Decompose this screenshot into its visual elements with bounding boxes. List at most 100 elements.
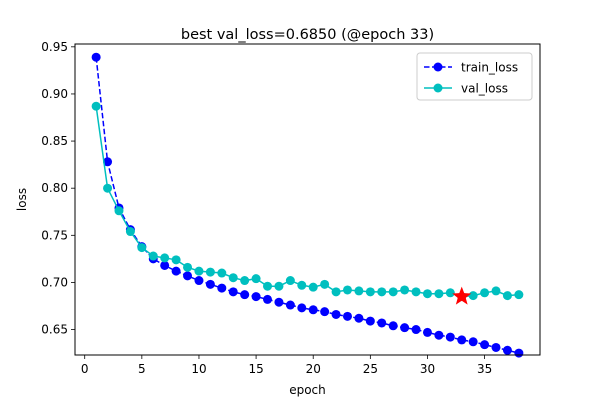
legend-entry-val_loss: val_loss	[424, 82, 508, 96]
y-tick-label: 0.80	[41, 181, 68, 195]
point-train_loss-11	[205, 279, 215, 289]
point-val_loss-28	[400, 285, 410, 295]
x-tick-label: 30	[420, 362, 435, 376]
legend: train_loss val_loss	[416, 52, 533, 101]
x-tick-label: 5	[138, 362, 146, 376]
y-axis: 0.65 0.70 0.75 0.80 0.85 0.90 0.95	[41, 40, 75, 337]
x-tick-label: 10	[191, 362, 206, 376]
point-train_loss-19	[297, 303, 307, 313]
point-val_loss-4	[125, 227, 135, 237]
best-epoch-star-marker	[452, 286, 472, 305]
y-tick-label: 0.70	[41, 275, 68, 289]
point-train_loss-9	[183, 271, 193, 281]
point-val_loss-20	[308, 282, 318, 292]
point-train_loss-31	[434, 330, 444, 340]
point-train_loss-24	[354, 313, 364, 323]
x-axis: 0 5 10 15 20 25 30 35	[81, 355, 492, 376]
x-tick-label: 20	[306, 362, 321, 376]
point-val_loss-9	[183, 262, 193, 272]
point-train_loss-14	[240, 290, 250, 300]
legend-marker	[433, 62, 443, 72]
point-val_loss-22	[331, 287, 341, 297]
point-train_loss-20	[308, 305, 318, 315]
point-val_loss-16	[263, 281, 273, 291]
point-train_loss-13	[228, 287, 238, 297]
point-train_loss-23	[342, 311, 352, 321]
point-train_loss-15	[251, 292, 261, 302]
point-val_loss-5	[137, 243, 147, 253]
point-train_loss-18	[285, 300, 295, 310]
point-val_loss-36	[491, 286, 501, 296]
y-tick-label: 0.90	[41, 87, 68, 101]
point-val_loss-25	[365, 287, 375, 297]
point-val_loss-3	[114, 206, 124, 216]
point-train_loss-25	[365, 316, 375, 326]
legend-entry-train_loss: train_loss	[424, 61, 518, 75]
point-train_loss-37	[502, 345, 512, 355]
y-tick-label: 0.95	[41, 40, 68, 54]
point-train_loss-36	[491, 342, 501, 352]
point-val_loss-18	[285, 276, 295, 286]
y-axis-label: loss	[15, 188, 29, 211]
point-val_loss-34	[468, 291, 478, 301]
point-val_loss-2	[103, 183, 113, 193]
y-tick-label: 0.75	[41, 228, 68, 242]
y-tick-label: 0.65	[41, 323, 68, 337]
legend-label: train_loss	[461, 61, 518, 75]
point-val_loss-24	[354, 286, 364, 296]
point-train_loss-27	[388, 321, 398, 331]
point-val_loss-1	[91, 101, 101, 111]
point-train_loss-38	[514, 348, 524, 358]
point-train_loss-21	[320, 307, 330, 317]
point-val_loss-14	[240, 276, 250, 286]
point-val_loss-12	[217, 268, 227, 278]
point-val_loss-32	[445, 288, 455, 298]
plot-frame	[74, 43, 541, 356]
point-val_loss-37	[502, 291, 512, 301]
point-val_loss-31	[434, 289, 444, 299]
point-train_loss-22	[331, 309, 341, 319]
point-train_loss-16	[263, 294, 273, 304]
point-train_loss-34	[468, 337, 478, 347]
point-val_loss-27	[388, 287, 398, 297]
point-val_loss-7	[160, 253, 170, 263]
point-val_loss-10	[194, 266, 204, 276]
point-val_loss-19	[297, 280, 307, 290]
chart-title: best val_loss=0.6850 (@epoch 33)	[181, 27, 434, 43]
legend-label: val_loss	[461, 82, 508, 96]
point-train_loss-26	[377, 318, 387, 328]
legend-marker	[433, 83, 443, 93]
point-train_loss-10	[194, 276, 204, 286]
point-val_loss-35	[480, 288, 490, 298]
point-train_loss-33	[457, 335, 467, 345]
point-train_loss-1	[91, 52, 101, 62]
point-train_loss-17	[274, 297, 284, 307]
point-val_loss-6	[148, 251, 158, 261]
point-val_loss-8	[171, 255, 181, 265]
series-val_loss	[91, 101, 524, 302]
point-val_loss-38	[514, 290, 524, 300]
x-tick-label: 35	[477, 362, 492, 376]
point-train_loss-35	[480, 340, 490, 350]
y-tick-label: 0.85	[41, 134, 68, 148]
point-val_loss-23	[342, 285, 352, 295]
point-train_loss-2	[103, 157, 113, 167]
point-train_loss-7	[160, 260, 170, 270]
point-val_loss-13	[228, 273, 238, 283]
point-val_loss-15	[251, 274, 261, 284]
x-tick-label: 15	[248, 362, 263, 376]
point-train_loss-30	[422, 327, 432, 337]
x-tick-label: 0	[81, 362, 89, 376]
point-val_loss-26	[377, 287, 387, 297]
point-val_loss-29	[411, 287, 421, 297]
point-train_loss-32	[445, 332, 455, 342]
x-axis-label: epoch	[289, 383, 326, 397]
point-val_loss-11	[205, 267, 215, 277]
point-train_loss-28	[400, 323, 410, 333]
point-train_loss-12	[217, 283, 227, 293]
point-val_loss-21	[320, 279, 330, 289]
point-val_loss-17	[274, 281, 284, 291]
plot-area	[91, 52, 524, 358]
point-train_loss-8	[171, 266, 181, 276]
